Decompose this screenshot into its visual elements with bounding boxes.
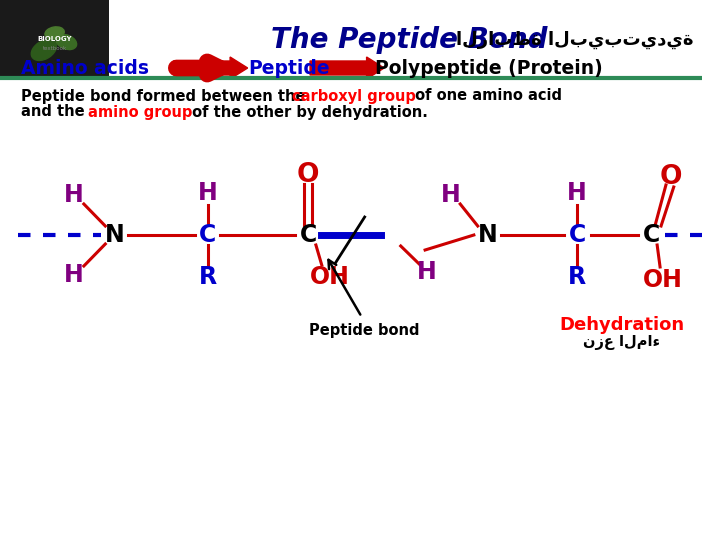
Text: H: H: [441, 183, 460, 207]
Ellipse shape: [45, 27, 64, 39]
Text: O: O: [297, 162, 320, 188]
Text: C: C: [569, 223, 586, 247]
Text: of the other by dehydration.: of the other by dehydration.: [187, 105, 428, 119]
Text: amino group: amino group: [88, 105, 192, 119]
Text: Polypeptide (Protein): Polypeptide (Protein): [375, 58, 603, 78]
Text: C: C: [199, 223, 216, 247]
Text: نزع الماء: نزع الماء: [583, 334, 661, 349]
Text: الرابطة البيبتيدية: الرابطة البيبتيدية: [456, 31, 694, 49]
Text: BIOLOGY: BIOLOGY: [37, 36, 72, 42]
Text: and the: and the: [22, 105, 90, 119]
Text: textbook: textbook: [42, 45, 67, 51]
Text: OH: OH: [310, 265, 349, 289]
FancyBboxPatch shape: [0, 0, 109, 78]
Text: H: H: [567, 181, 587, 205]
Text: H: H: [64, 183, 84, 207]
Text: Peptide: Peptide: [248, 58, 330, 78]
Text: Amino acids: Amino acids: [22, 58, 150, 78]
Text: H: H: [198, 181, 217, 205]
Text: Peptide bond formed between the: Peptide bond formed between the: [22, 89, 311, 104]
Text: N: N: [105, 223, 125, 247]
FancyArrow shape: [174, 57, 248, 79]
Text: R: R: [199, 265, 217, 289]
Text: O: O: [660, 164, 682, 190]
FancyArrow shape: [310, 57, 384, 79]
Text: R: R: [568, 265, 586, 289]
Text: OH: OH: [643, 268, 683, 292]
Ellipse shape: [56, 35, 76, 50]
Text: H: H: [64, 263, 84, 287]
Text: C: C: [643, 223, 660, 247]
Text: carboxyl group: carboxyl group: [292, 89, 416, 104]
Text: Peptide bond: Peptide bond: [310, 322, 420, 338]
Text: The Peptide Bond: The Peptide Bond: [271, 26, 548, 54]
Text: H: H: [417, 260, 437, 284]
Ellipse shape: [31, 39, 56, 60]
Text: Dehydration: Dehydration: [559, 316, 685, 334]
Text: of one amino acid: of one amino acid: [410, 89, 562, 104]
Text: N: N: [477, 223, 498, 247]
Text: C: C: [300, 223, 317, 247]
